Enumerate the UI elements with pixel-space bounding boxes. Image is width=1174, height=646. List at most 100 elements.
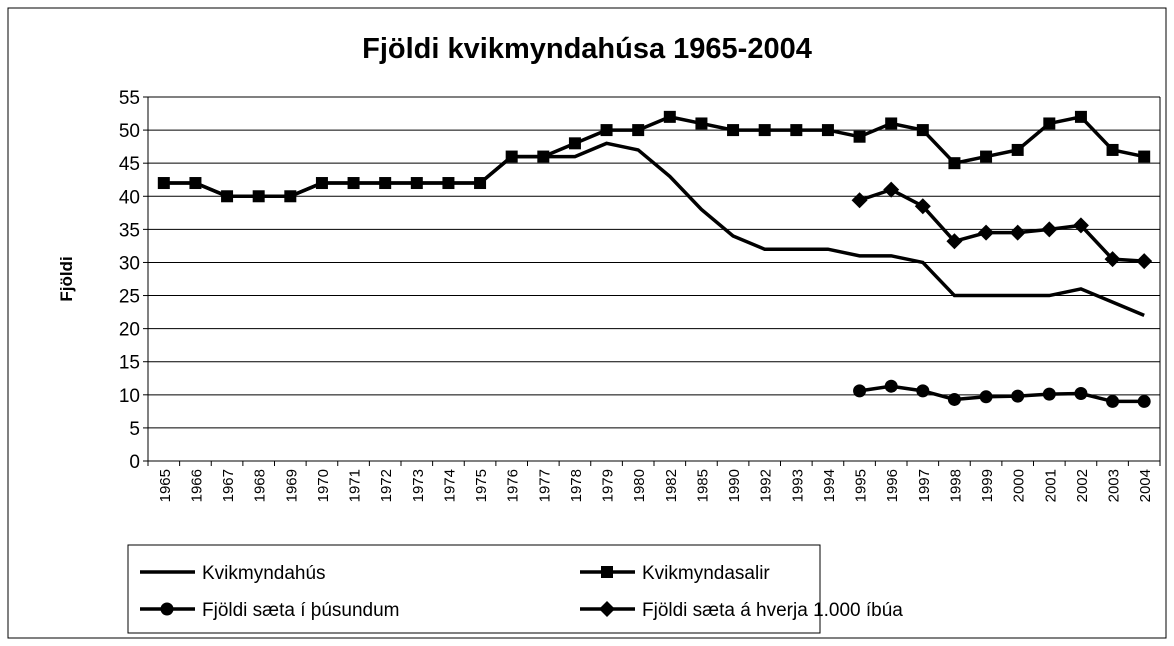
data-point bbox=[1138, 150, 1151, 163]
data-point bbox=[946, 233, 963, 250]
y-tick-label: 20 bbox=[119, 320, 140, 341]
x-tick-label: 1995 bbox=[853, 469, 870, 502]
data-point bbox=[442, 177, 455, 190]
data-point bbox=[1106, 143, 1119, 156]
legend-label: Fjöldi sæta í þúsundum bbox=[202, 600, 400, 621]
x-tick-label: 1997 bbox=[916, 469, 933, 502]
data-point bbox=[600, 124, 613, 137]
x-tick-label: 1968 bbox=[252, 469, 269, 502]
series-line bbox=[859, 187, 1145, 263]
x-tick-label: 1972 bbox=[378, 469, 395, 502]
data-point bbox=[1011, 389, 1025, 403]
x-tick-label: 1978 bbox=[568, 469, 585, 502]
data-point bbox=[1042, 387, 1056, 401]
x-tick-label: 1965 bbox=[157, 469, 174, 502]
data-point bbox=[947, 392, 961, 406]
y-tick-label: 50 bbox=[119, 121, 140, 142]
data-point bbox=[221, 190, 234, 203]
y-tick-label: 0 bbox=[129, 452, 140, 473]
data-point bbox=[1009, 224, 1026, 241]
data-point bbox=[853, 384, 867, 398]
x-tick-label: 1982 bbox=[663, 469, 680, 502]
y-tick-label: 55 bbox=[119, 88, 140, 109]
data-point bbox=[727, 124, 740, 137]
x-tick-label: 1985 bbox=[694, 469, 711, 502]
data-point bbox=[1074, 386, 1088, 400]
x-tick-label: 1976 bbox=[505, 469, 522, 502]
x-tick-label: 1999 bbox=[979, 469, 996, 502]
x-tick-label: 2000 bbox=[1011, 469, 1028, 502]
data-point bbox=[189, 177, 202, 190]
x-tick-label: 1980 bbox=[631, 469, 648, 502]
data-point bbox=[979, 390, 993, 404]
data-point bbox=[1137, 394, 1151, 408]
data-point bbox=[790, 124, 803, 137]
legend-box bbox=[127, 544, 821, 634]
x-tick-label: 1966 bbox=[188, 469, 205, 502]
chart-title: Fjöldi kvikmyndahúsa 1965-2004 bbox=[362, 33, 812, 65]
y-tick-label: 10 bbox=[119, 386, 140, 407]
x-tick-label: 1998 bbox=[947, 469, 964, 502]
y-tick-label: 45 bbox=[119, 154, 140, 175]
legend-marker bbox=[599, 601, 615, 617]
data-point bbox=[1106, 394, 1120, 408]
x-tick-label: 1973 bbox=[410, 469, 427, 502]
data-point bbox=[284, 190, 297, 203]
data-point bbox=[315, 177, 328, 190]
data-point bbox=[851, 192, 868, 209]
data-point bbox=[663, 110, 676, 123]
data-point bbox=[1072, 217, 1089, 234]
x-tick-label: 1979 bbox=[600, 469, 617, 502]
x-tick-label: 2002 bbox=[1074, 469, 1091, 502]
y-tick-label: 25 bbox=[119, 287, 140, 308]
data-point bbox=[758, 124, 771, 137]
data-point bbox=[347, 177, 360, 190]
data-point bbox=[948, 157, 961, 170]
data-point bbox=[978, 224, 995, 241]
y-tick-label: 30 bbox=[119, 253, 140, 274]
data-point bbox=[474, 177, 487, 190]
x-tick-label: 2003 bbox=[1106, 469, 1123, 502]
x-tick-label: 1990 bbox=[726, 469, 743, 502]
data-point bbox=[568, 137, 581, 150]
chart-frame bbox=[7, 7, 1167, 639]
x-tick-label: 2001 bbox=[1042, 469, 1059, 502]
data-point bbox=[853, 130, 866, 143]
data-point bbox=[505, 150, 518, 163]
legend-marker bbox=[160, 602, 174, 616]
data-point bbox=[632, 124, 645, 137]
y-tick-label: 15 bbox=[119, 353, 140, 374]
series-line bbox=[859, 384, 1145, 404]
data-point bbox=[980, 150, 993, 163]
legend-label: Kvikmyndahús bbox=[202, 563, 326, 584]
x-tick-label: 1994 bbox=[821, 469, 838, 502]
data-point bbox=[1011, 143, 1024, 156]
data-point bbox=[1041, 221, 1058, 238]
y-tick-label: 35 bbox=[119, 220, 140, 241]
data-point bbox=[537, 150, 550, 163]
data-point bbox=[821, 124, 834, 137]
legend-label: Kvikmyndasalir bbox=[642, 563, 770, 584]
x-tick-label: 1967 bbox=[220, 469, 237, 502]
x-tick-label: 1971 bbox=[347, 469, 364, 502]
data-point bbox=[916, 384, 930, 398]
y-tick-label: 5 bbox=[129, 419, 140, 440]
data-point bbox=[885, 117, 898, 130]
x-tick-label: 1996 bbox=[884, 469, 901, 502]
data-point bbox=[695, 117, 708, 130]
x-tick-label: 1969 bbox=[283, 469, 300, 502]
x-tick-label: 1992 bbox=[758, 469, 775, 502]
data-point bbox=[914, 198, 931, 215]
x-tick-label: 1970 bbox=[315, 469, 332, 502]
data-point bbox=[379, 177, 392, 190]
data-point bbox=[1074, 110, 1087, 123]
x-tick-label: 1975 bbox=[473, 469, 490, 502]
data-point bbox=[883, 181, 900, 198]
legend-label: Fjöldi sæta á hverja 1.000 íbúa bbox=[642, 600, 903, 621]
data-point bbox=[410, 177, 423, 190]
y-axis-label: Fjöldi bbox=[57, 256, 76, 301]
x-tick-label: 1974 bbox=[441, 469, 458, 502]
data-point bbox=[1136, 253, 1153, 270]
data-point bbox=[1043, 117, 1056, 130]
y-tick-label: 40 bbox=[119, 187, 140, 208]
